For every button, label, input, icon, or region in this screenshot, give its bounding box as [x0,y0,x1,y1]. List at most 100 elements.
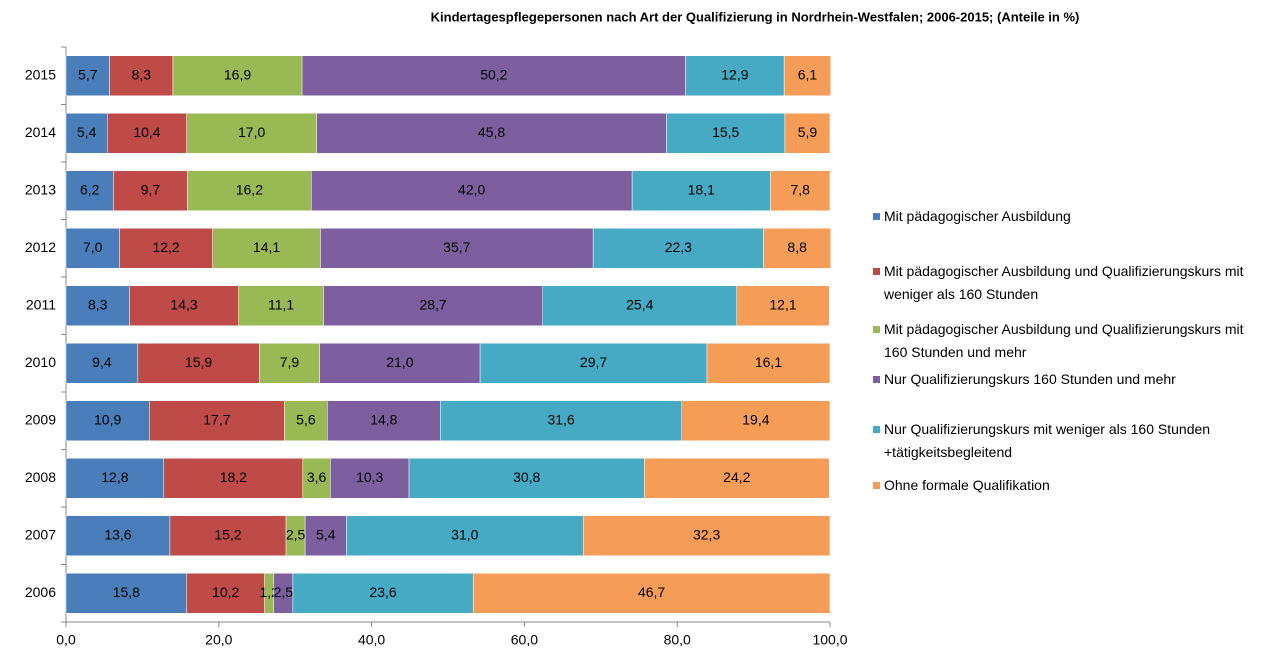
legend-swatch [873,213,880,220]
bar-segment [582,515,831,556]
bar-segment [681,400,831,441]
bar-segment [65,113,108,154]
legend-swatch [873,326,880,333]
value-label: 14,3 [170,296,197,312]
value-label: 19,4 [742,411,769,427]
bar-segment [763,228,832,269]
value-label: 31,6 [547,411,574,427]
y-tick-label: 2013 [25,181,56,197]
value-label: 45,8 [478,124,505,140]
bar-segment [542,285,738,326]
bar-segment [109,55,174,96]
value-label: 10,9 [94,411,121,427]
x-tick-label: 40,0 [358,632,385,648]
value-label: 46,7 [638,584,665,600]
value-label: 10,4 [133,124,160,140]
bar-segment [706,343,831,384]
bar-segment [65,285,130,326]
value-label: 32,3 [693,526,720,542]
y-tick-label: 2006 [25,584,56,600]
legend-entry: Mit pädagogischer Ausbildung [873,205,1264,228]
value-label: 31,0 [451,526,478,542]
bar-segment [592,228,764,269]
bar-segment [65,573,187,614]
value-label: 21,0 [386,354,413,370]
value-label: 10,2 [212,584,239,600]
value-label: 15,5 [712,124,739,140]
legend-label: Mit pädagogischer Ausbildung und Qualifi… [884,263,1244,302]
bar-segment [119,228,213,269]
x-tick-label: 100,0 [812,632,847,648]
legend-entry: Nur Qualifizierungskurs 160 Stunden und … [873,368,1264,391]
bar-segment [784,113,831,154]
value-label: 15,2 [214,526,241,542]
value-label: 22,3 [665,239,692,255]
legend-label: Ohne formale Qualifikation [884,477,1050,493]
bar-segment [472,573,831,614]
value-label: 12,8 [101,469,128,485]
bar-segment [301,55,686,96]
bar-segment [736,285,830,326]
value-label: 24,2 [723,469,750,485]
bar-segment [238,285,324,326]
value-label: 7,8 [790,181,810,197]
y-tick-label: 2010 [25,354,56,370]
value-label: 10,3 [356,469,383,485]
bar-segment [408,458,645,499]
bar-segment [137,343,260,384]
value-label: 29,7 [580,354,607,370]
bar-segment [685,55,785,96]
bar-segment [186,113,317,154]
bar-segment [212,228,321,269]
value-label: 5,4 [316,526,336,542]
bar-segment [107,113,187,154]
chart-title: Kindertagespflegepersonen nach Art der Q… [431,9,1080,24]
value-label: 8,3 [88,296,108,312]
bar-segment [169,515,287,556]
bar-segment [292,573,474,614]
value-label: 18,1 [688,181,715,197]
y-tick-label: 2008 [25,469,56,485]
value-label: 7,0 [83,239,103,255]
legend-swatch [873,426,880,433]
value-label: 14,1 [253,239,280,255]
legend-swatch [873,268,880,275]
value-label: 16,2 [236,181,263,197]
bar-segment [129,285,239,326]
bar-segment [65,515,171,556]
bar-segment [440,400,683,441]
value-label: 5,9 [798,124,818,140]
legend-entry: Mit pädagogischer Ausbildung und Qualifi… [873,318,1264,364]
legend-label: Mit pädagogischer Ausbildung [884,208,1071,224]
value-label: 17,7 [203,411,230,427]
value-label: 28,7 [419,296,446,312]
bar-segment [65,458,165,499]
bar-segment [304,515,347,556]
value-label: 6,2 [80,181,100,197]
bar-segment [149,400,285,441]
legend-label: Mit pädagogischer Ausbildung und Qualifi… [884,321,1244,360]
value-label: 11,1 [268,296,294,312]
value-label: 9,4 [92,354,112,370]
value-label: 13,6 [104,526,131,542]
value-label: 3,6 [307,469,327,485]
value-label: 2,5 [274,584,294,600]
bar-segment [346,515,584,556]
bar-segment [302,458,331,499]
value-label: 16,9 [224,66,251,82]
value-label: 15,8 [113,584,140,600]
y-tick-label: 2012 [25,239,56,255]
bar-segment [479,343,708,384]
value-label: 15,9 [185,354,212,370]
value-label: 30,8 [513,469,540,485]
bar-segment [65,228,120,269]
bar-segment [320,228,594,269]
value-label: 7,9 [280,354,300,370]
bar-segment [65,343,139,384]
value-label: 5,7 [78,66,98,82]
legend-swatch [873,482,880,489]
bar-segment [186,573,265,614]
x-tick-label: 20,0 [205,632,232,648]
